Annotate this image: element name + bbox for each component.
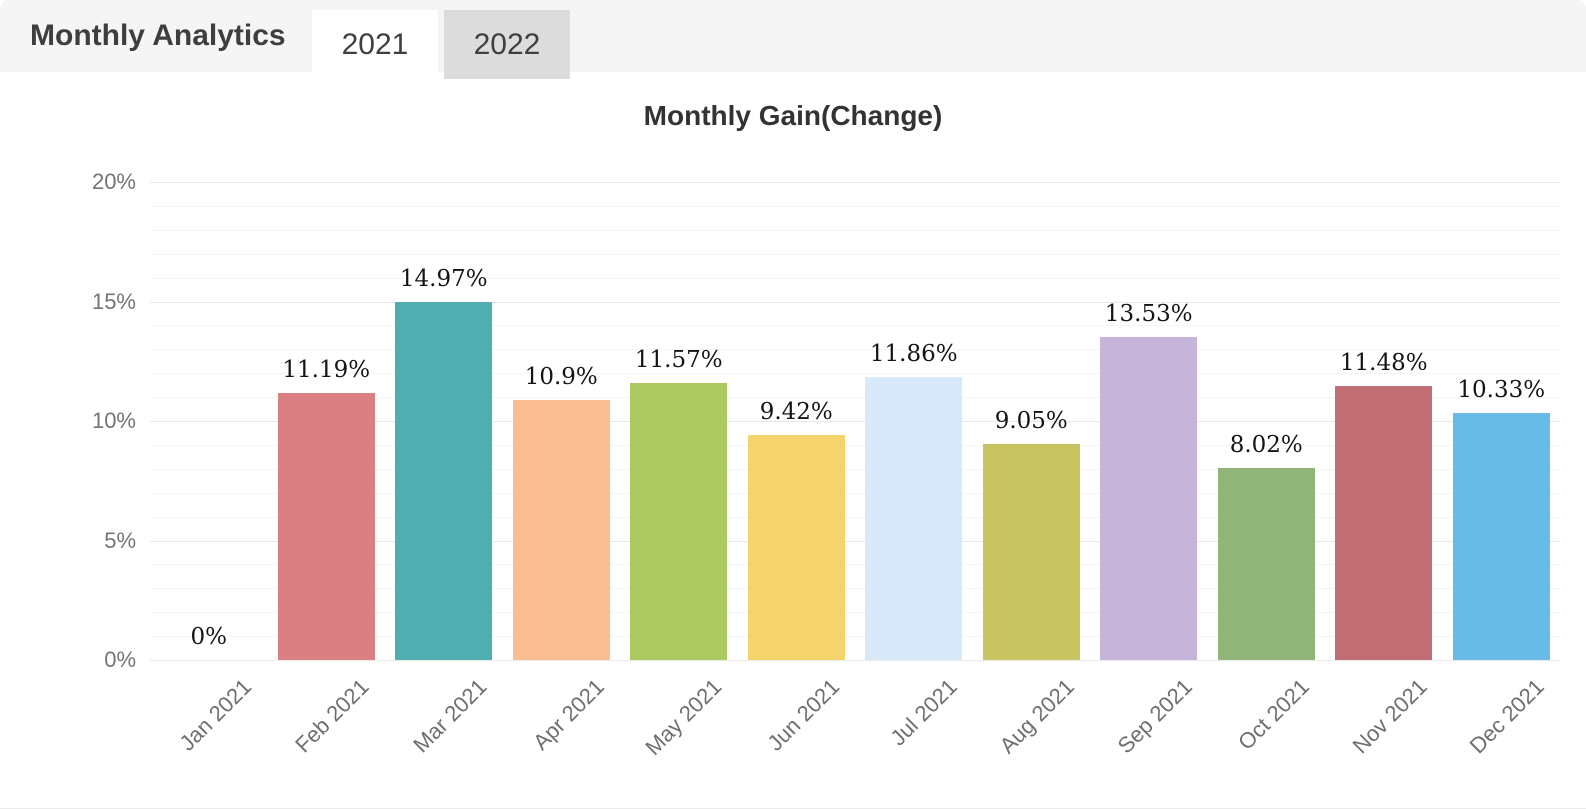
minor-gridline (150, 444, 1560, 446)
minor-gridline (150, 612, 1560, 614)
bar-value-label: 10.33% (1457, 377, 1546, 404)
minor-gridline (150, 397, 1560, 399)
bar-value-label: 14.97% (399, 266, 488, 293)
x-axis-tick-label: Nov 2021 (1347, 674, 1432, 759)
y-axis-tick-label: 5% (104, 527, 136, 553)
bar-nov-2021[interactable] (1335, 385, 1433, 660)
minor-gridline (150, 277, 1560, 279)
bar-feb-2021[interactable] (277, 392, 375, 660)
x-axis-tick-label: Sep 2021 (1112, 674, 1197, 759)
bar-apr-2021[interactable] (512, 399, 610, 660)
page-title: Monthly Analytics (30, 19, 286, 52)
chart-title: Monthly Gain(Change) (643, 100, 943, 131)
plot-area: 0% 5% 10% 15% 20% 0% Jan 2021 11.19% Feb 2021 14.… (92, 169, 1560, 760)
minor-gridline (150, 373, 1560, 375)
bar-jul-2021[interactable] (865, 376, 963, 660)
minor-gridline (150, 636, 1560, 638)
bar-sep-2021[interactable] (1100, 336, 1198, 660)
minor-gridline (150, 253, 1560, 255)
minor-gridline (150, 325, 1560, 327)
bar-aug-2021[interactable] (982, 443, 1080, 660)
x-axis-tick-label: Jun 2021 (762, 674, 844, 756)
x-axis-tick-label: Jul 2021 (884, 674, 962, 751)
major-gridline (150, 540, 1560, 542)
major-gridline (150, 301, 1560, 303)
bar-value-label: 9.05% (994, 407, 1068, 434)
bar-value-label: 13.53% (1104, 300, 1193, 327)
bar-value-label: 11.19% (282, 356, 371, 383)
major-gridline (150, 660, 1560, 661)
minor-gridline (150, 516, 1560, 518)
bar-value-label: 11.86% (869, 340, 958, 367)
minor-gridline (150, 229, 1560, 231)
bar-value-label: 10.9% (524, 363, 598, 390)
x-axis-tick-label: Dec 2021 (1464, 674, 1549, 759)
minor-gridline (150, 492, 1560, 494)
bar-value-label: 8.02% (1229, 432, 1303, 459)
x-axis-tick-label: Mar 2021 (408, 674, 492, 758)
y-axis-tick-label: 10% (91, 408, 136, 433)
x-axis-tick-label: Aug 2021 (994, 674, 1079, 759)
x-axis-tick-label: Oct 2021 (1233, 674, 1314, 755)
x-axis-tick-label: Apr 2021 (528, 674, 609, 755)
minor-gridline (150, 205, 1560, 207)
tab-2022[interactable]: 2022 (444, 10, 570, 79)
bar-mar-2021[interactable] (395, 302, 493, 660)
minor-gridline (150, 349, 1560, 351)
bar-value-label: 11.48% (1339, 349, 1428, 376)
minor-gridline (150, 588, 1560, 590)
y-axis-tick-label: 20% (91, 169, 136, 194)
x-axis-tick-label: May 2021 (640, 674, 727, 761)
x-axis-tick-label: Feb 2021 (290, 674, 374, 758)
major-gridline (150, 421, 1560, 422)
x-axis-tick-label: Jan 2021 (174, 674, 257, 756)
major-gridline (150, 182, 1560, 183)
header-bar: Monthly Analytics 2021 2022 (0, 0, 1586, 79)
minor-gridline (150, 468, 1560, 470)
y-axis-tick-label: 15% (91, 288, 136, 314)
bottom-divider (0, 808, 1586, 809)
tab-2021[interactable]: 2021 (312, 10, 438, 79)
bar-value-label: 0% (190, 624, 228, 650)
bar-dec-2021[interactable] (1452, 413, 1550, 660)
bar-jun-2021[interactable] (747, 434, 845, 660)
bar-may-2021[interactable] (630, 383, 728, 660)
bar-value-label: 11.57% (634, 347, 723, 374)
y-axis-tick-label: 0% (104, 647, 136, 672)
minor-gridline (150, 564, 1560, 566)
year-tabs: 2021 2022 (312, 10, 570, 79)
bar-value-label: 9.42% (759, 398, 833, 425)
bar-oct-2021[interactable] (1217, 468, 1315, 660)
